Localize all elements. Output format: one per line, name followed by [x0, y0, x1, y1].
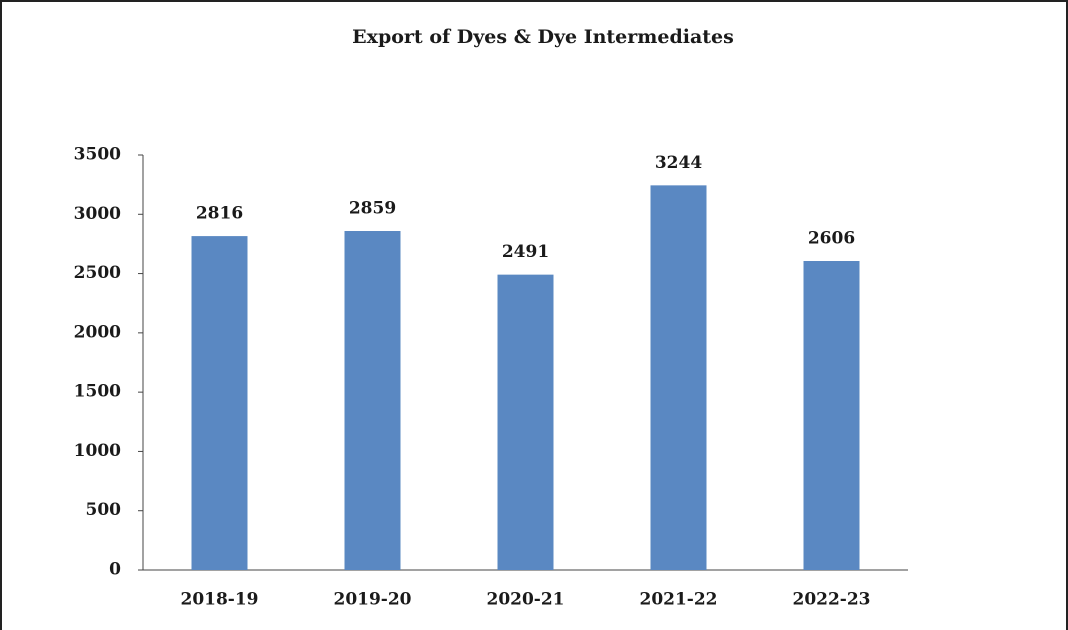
y-tick-label: 1500: [74, 382, 121, 402]
data-label: 3244: [655, 153, 702, 173]
y-tick-label: 3500: [74, 145, 121, 165]
data-label: 2491: [502, 242, 549, 262]
x-tick-label: 2022-23: [792, 590, 870, 610]
data-label: 2859: [349, 199, 396, 219]
x-tick-label: 2020-21: [486, 590, 564, 610]
y-tick-label: 3000: [74, 204, 121, 224]
bar: [497, 274, 554, 570]
bar: [191, 236, 248, 571]
bar: [650, 185, 707, 570]
data-label: 2816: [196, 204, 243, 224]
y-tick-label: 1000: [74, 441, 121, 461]
x-tick-label: 2018-19: [180, 590, 258, 610]
bar: [344, 231, 401, 571]
chart-title: Export of Dyes & Dye Intermediates: [352, 26, 734, 48]
y-tick-label: 2000: [74, 322, 121, 342]
bar: [803, 261, 860, 570]
x-tick-label: 2019-20: [333, 590, 411, 610]
y-tick-label: 0: [109, 560, 121, 580]
y-tick-label: 500: [86, 500, 122, 520]
y-tick-label: 2500: [74, 263, 121, 283]
x-tick-label: 2021-22: [639, 590, 717, 610]
data-label: 2606: [808, 229, 855, 249]
